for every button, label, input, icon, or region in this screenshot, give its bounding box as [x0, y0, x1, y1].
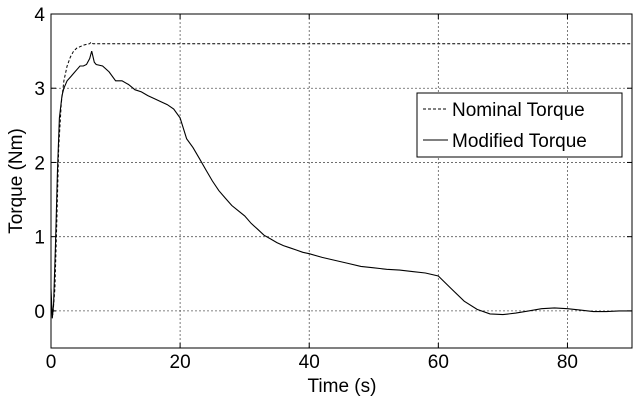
y-tick-label: 1 — [34, 228, 45, 249]
x-tick-label: 20 — [170, 352, 191, 373]
plot-frame — [50, 13, 633, 349]
tick-layer — [50, 13, 632, 348]
y-axis-label: Torque (Nm) — [6, 128, 27, 234]
legend: Nominal Torque Modified Torque — [416, 92, 623, 158]
x-tick-label: 40 — [299, 352, 320, 373]
y-tick-label: 3 — [34, 79, 45, 100]
x-axis-label: Time (s) — [308, 376, 377, 397]
y-tick-label: 4 — [34, 5, 45, 26]
series-line-modified-torque — [50, 50, 632, 319]
tick-labels: 0 20 40 60 80 0 1 2 3 4 — [34, 5, 578, 373]
grid-layer — [51, 13, 632, 348]
legend-label-nominal: Nominal Torque — [452, 100, 585, 121]
y-tick-label: 0 — [34, 302, 45, 323]
x-tick-label: 60 — [428, 352, 449, 373]
legend-box — [416, 92, 623, 158]
legend-label-modified: Modified Torque — [452, 131, 587, 152]
y-tick-label: 2 — [34, 153, 45, 174]
x-tick-label: 0 — [46, 352, 57, 373]
x-tick-label: 80 — [557, 352, 578, 373]
series-line-nominal-torque — [50, 41, 632, 315]
series-layer — [50, 41, 632, 319]
